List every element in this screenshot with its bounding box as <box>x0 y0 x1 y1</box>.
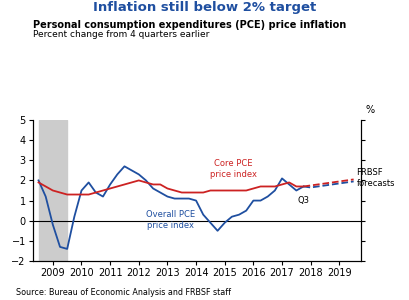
Bar <box>38 120 67 261</box>
Text: Source: Bureau of Economic Analysis and FRBSF staff: Source: Bureau of Economic Analysis and … <box>16 288 231 297</box>
Text: %: % <box>365 105 374 115</box>
Text: FRBSF
forecasts: FRBSF forecasts <box>356 168 394 188</box>
Text: Percent change from 4 quarters earlier: Percent change from 4 quarters earlier <box>33 30 209 39</box>
Text: Personal consumption expenditures (PCE) price inflation: Personal consumption expenditures (PCE) … <box>33 20 345 29</box>
Text: Core PCE
price index: Core PCE price index <box>209 159 256 179</box>
Text: Q3: Q3 <box>297 196 309 205</box>
Text: Inflation still below 2% target: Inflation still below 2% target <box>93 2 316 14</box>
Text: Overall PCE
price index: Overall PCE price index <box>145 210 194 230</box>
